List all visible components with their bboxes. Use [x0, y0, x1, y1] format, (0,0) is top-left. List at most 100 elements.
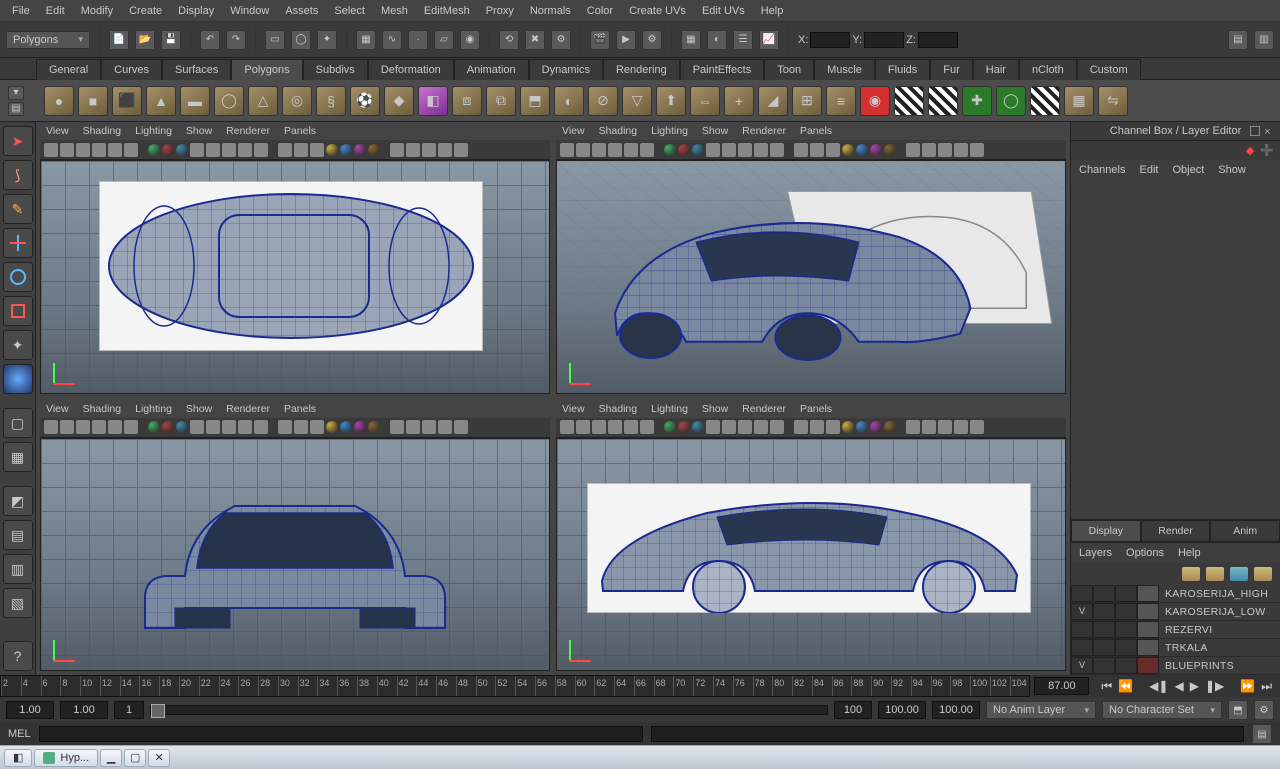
channel-color-icon[interactable]: ◆: [1246, 144, 1254, 157]
cmd-input[interactable]: [39, 726, 644, 742]
shelf-tab-polygons[interactable]: Polygons: [231, 59, 302, 80]
vp-toolbar-icon[interactable]: [148, 144, 160, 156]
anim-layer-dropdown[interactable]: No Anim Layer: [986, 701, 1096, 719]
vp-menu-renderer[interactable]: Renderer: [226, 125, 270, 137]
vp-toolbar-icon[interactable]: [706, 143, 720, 157]
vp-toolbar-icon[interactable]: [560, 143, 574, 157]
vp-toolbar-icon[interactable]: [706, 420, 720, 434]
vp-menu-view[interactable]: View: [46, 125, 69, 137]
taskbar-item[interactable]: Hyp...: [34, 749, 98, 767]
vp-toolbar-icon[interactable]: [162, 421, 174, 433]
layer-color-swatch[interactable]: [1137, 657, 1159, 674]
layer-vis-toggle[interactable]: [1071, 621, 1093, 638]
vp-toolbar-icon[interactable]: [842, 421, 854, 433]
layout-hyper-icon[interactable]: ▧: [3, 588, 33, 618]
manip-tool[interactable]: ✦: [3, 330, 33, 360]
layer-vis-toggle[interactable]: V: [1071, 657, 1093, 674]
range-end2-input[interactable]: [932, 701, 980, 719]
layer-row[interactable]: TRKALA: [1071, 639, 1280, 657]
layout-icon[interactable]: ▦: [681, 30, 701, 50]
vp-toolbar-icon[interactable]: [624, 420, 638, 434]
vp-toolbar-icon[interactable]: [390, 420, 404, 434]
shelf-edit-icon[interactable]: ▤: [8, 102, 24, 116]
layout-graph-icon[interactable]: ▥: [3, 554, 33, 584]
script-editor-icon[interactable]: ▤: [1252, 724, 1272, 744]
vp-toolbar-icon[interactable]: [922, 143, 936, 157]
menu-help[interactable]: Help: [753, 2, 792, 20]
vp-menu-shading[interactable]: Shading: [83, 403, 122, 415]
torus-prim-icon[interactable]: ◯: [214, 86, 244, 116]
lasso-tool[interactable]: ⟆: [3, 160, 33, 190]
interactive-prim-icon[interactable]: ◧: [418, 86, 448, 116]
layer-vis-toggle[interactable]: [1071, 639, 1093, 656]
vp-toolbar-icon[interactable]: [592, 143, 606, 157]
layout-persp-icon[interactable]: ◩: [3, 486, 33, 516]
layer-ref-toggle[interactable]: [1115, 585, 1137, 602]
vp-menu-shading[interactable]: Shading: [599, 125, 638, 137]
goto-end-icon[interactable]: ⏭: [1261, 679, 1272, 694]
range-start2-input[interactable]: [60, 701, 108, 719]
vp-toolbar-icon[interactable]: [640, 420, 654, 434]
vp-toolbar-icon[interactable]: [176, 144, 188, 156]
shelf-tab-general[interactable]: General: [36, 59, 101, 80]
coord-x-input[interactable]: [810, 32, 850, 48]
vp-toolbar-icon[interactable]: [922, 420, 936, 434]
snap-grid-icon[interactable]: ▦: [356, 30, 376, 50]
vp-toolbar-icon[interactable]: [368, 421, 380, 433]
sidebar-toggle-icon[interactable]: ▤: [1228, 30, 1248, 50]
attribute-toggle-icon[interactable]: ▥: [1254, 30, 1274, 50]
lasso-icon[interactable]: ◯: [291, 30, 311, 50]
append-icon[interactable]: +: [724, 86, 754, 116]
shelf-tab-painteffects[interactable]: PaintEffects: [680, 59, 765, 80]
taskbar-min-icon[interactable]: ▁: [100, 749, 122, 767]
vp-toolbar-icon[interactable]: [124, 143, 138, 157]
cylinder-prim-icon[interactable]: ⬛: [112, 86, 142, 116]
layer-row[interactable]: VKAROSERIJA_LOW: [1071, 603, 1280, 621]
help-tool-icon[interactable]: ?: [3, 641, 33, 671]
vp-toolbar-icon[interactable]: [422, 420, 436, 434]
vp-toolbar-icon[interactable]: [176, 421, 188, 433]
sphere-prim-icon[interactable]: ●: [44, 86, 74, 116]
vp-toolbar-icon[interactable]: [44, 420, 58, 434]
vp-toolbar-icon[interactable]: [354, 421, 366, 433]
move-tool[interactable]: [3, 228, 33, 258]
vp-toolbar-icon[interactable]: [842, 144, 854, 156]
coord-z-input[interactable]: [918, 32, 958, 48]
goto-start-icon[interactable]: ⏮: [1101, 679, 1112, 694]
vp-toolbar-icon[interactable]: [826, 143, 840, 157]
vp-toolbar-icon[interactable]: [206, 143, 220, 157]
hypershade-icon[interactable]: ◐: [707, 30, 727, 50]
vp-toolbar-icon[interactable]: [938, 143, 952, 157]
vp-toolbar-icon[interactable]: [738, 143, 752, 157]
vp-toolbar-icon[interactable]: [222, 143, 236, 157]
shelf-tab-custom[interactable]: Custom: [1077, 59, 1141, 80]
layer-ref-toggle[interactable]: [1115, 639, 1137, 656]
panel-dock-icon[interactable]: [1250, 126, 1260, 136]
vp-toolbar-icon[interactable]: [206, 420, 220, 434]
vp-toolbar-icon[interactable]: [664, 144, 676, 156]
vp-toolbar-icon[interactable]: [770, 143, 784, 157]
outliner-icon[interactable]: ☰: [733, 30, 753, 50]
display-tab-anim[interactable]: Anim: [1210, 520, 1280, 542]
layer-row[interactable]: REZERVI: [1071, 621, 1280, 639]
shelf-tab-toon[interactable]: Toon: [764, 59, 814, 80]
step-fwd-icon[interactable]: ❚▶: [1205, 679, 1224, 693]
cone-prim-icon[interactable]: ▲: [146, 86, 176, 116]
sculpt-icon[interactable]: ◉: [860, 86, 890, 116]
vp-toolbar-icon[interactable]: [238, 420, 252, 434]
softsel-tool[interactable]: [3, 364, 33, 394]
vp-toolbar-icon[interactable]: [722, 143, 736, 157]
vp-toolbar-icon[interactable]: [576, 420, 590, 434]
layer-type-toggle[interactable]: [1093, 621, 1115, 638]
layer-row[interactable]: KAROSERIJA_HIGH: [1071, 585, 1280, 603]
vp-toolbar-icon[interactable]: [970, 420, 984, 434]
shelf-tab-fur[interactable]: Fur: [930, 59, 973, 80]
pipe-prim-icon[interactable]: ◎: [282, 86, 312, 116]
uv-editor-icon[interactable]: ▦: [1064, 86, 1094, 116]
vp-toolbar-icon[interactable]: [92, 143, 106, 157]
paint-select-icon[interactable]: ✦: [317, 30, 337, 50]
shelf-tab-curves[interactable]: Curves: [101, 59, 162, 80]
vp-toolbar-icon[interactable]: [664, 421, 676, 433]
vp-toolbar-icon[interactable]: [884, 144, 896, 156]
delete-history-icon[interactable]: ✖: [525, 30, 545, 50]
